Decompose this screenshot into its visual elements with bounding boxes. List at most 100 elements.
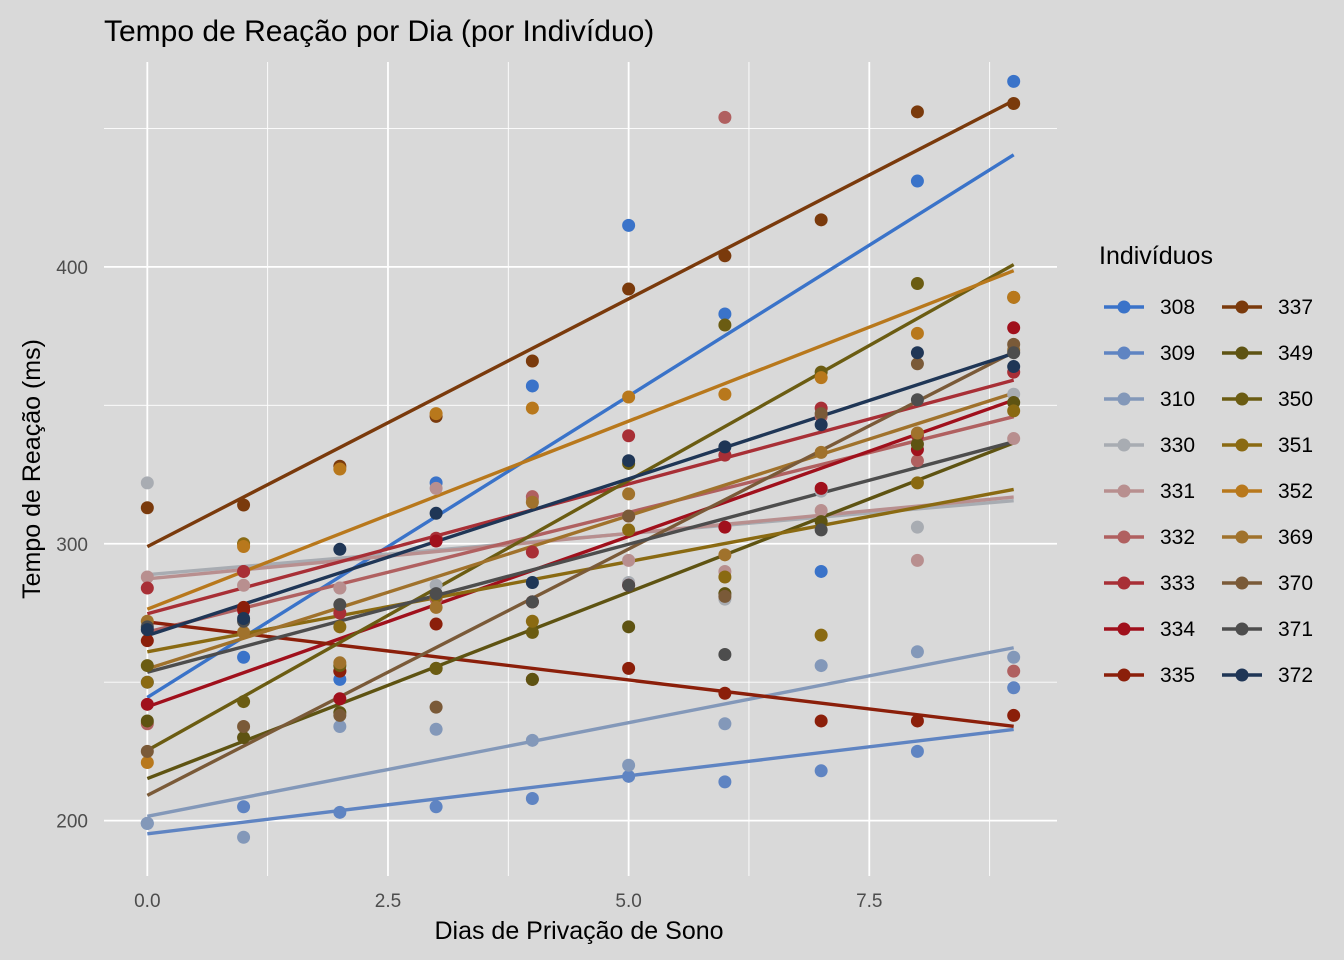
data-point-337 <box>237 498 251 512</box>
data-point-310 <box>718 717 732 731</box>
trend-line-351 <box>147 487 1014 654</box>
data-point-369 <box>622 487 636 501</box>
data-point-332 <box>1007 664 1021 678</box>
data-point-310 <box>237 830 251 844</box>
data-point-337 <box>718 249 732 263</box>
legend-item-330: 330 <box>1104 434 1195 457</box>
data-point-337 <box>910 105 924 119</box>
data-point-309 <box>237 800 251 814</box>
data-point-352 <box>718 387 732 401</box>
legend-key-point <box>1235 576 1249 590</box>
data-point-310 <box>910 645 924 659</box>
data-point-369 <box>237 625 251 639</box>
data-point-350 <box>140 659 154 673</box>
data-point-308 <box>525 379 539 393</box>
legend-label: 333 <box>1160 572 1195 595</box>
legend-label: 369 <box>1278 526 1313 549</box>
data-point-332 <box>910 454 924 468</box>
data-point-372 <box>718 440 732 454</box>
legend-label: 372 <box>1278 664 1313 687</box>
data-point-372 <box>1007 360 1021 374</box>
data-point-337 <box>1007 97 1021 111</box>
data-point-308 <box>814 564 828 578</box>
data-point-331 <box>1007 432 1021 446</box>
data-point-352 <box>525 401 539 415</box>
data-point-352 <box>333 462 347 476</box>
data-point-308 <box>718 307 732 321</box>
y-tick-label: 400 <box>56 258 88 279</box>
data-point-352 <box>1007 290 1021 304</box>
data-point-351 <box>910 476 924 490</box>
legend-item-335: 335 <box>1104 664 1195 687</box>
x-axis-ticks: 0.0 2.5 5.0 7.5 <box>134 891 882 912</box>
legend-key-point <box>1235 438 1249 452</box>
data-point-369 <box>718 548 732 562</box>
trend-line-370 <box>146 350 1015 797</box>
legend-label: 371 <box>1278 618 1313 641</box>
legend-item-308: 308 <box>1104 296 1195 319</box>
data-point-370 <box>622 509 636 523</box>
legend-key-point <box>1235 346 1249 360</box>
data-point-351 <box>622 523 636 537</box>
y-tick-label: 200 <box>56 812 88 833</box>
data-point-334 <box>718 520 732 534</box>
data-point-335 <box>622 661 636 675</box>
data-point-371 <box>429 587 443 601</box>
legend-label: 331 <box>1160 480 1195 503</box>
legend-key-point <box>1117 438 1131 452</box>
data-point-309 <box>814 764 828 778</box>
legend-label: 351 <box>1278 434 1313 457</box>
data-point-310 <box>814 659 828 673</box>
plot-panel <box>104 62 1057 876</box>
y-axis-ticks: 200 300 400 <box>56 258 88 833</box>
data-point-352 <box>140 755 154 769</box>
data-point-334 <box>429 534 443 548</box>
data-point-352 <box>237 540 251 554</box>
data-point-351 <box>140 675 154 689</box>
data-point-333 <box>525 545 539 559</box>
legend-item-352: 352 <box>1222 480 1313 503</box>
data-point-370 <box>237 719 251 733</box>
data-point-350 <box>525 625 539 639</box>
data-point-349 <box>237 731 251 745</box>
trend-lines <box>146 99 1015 836</box>
data-point-334 <box>814 481 828 495</box>
data-point-332 <box>718 110 732 124</box>
trend-line-331 <box>147 495 1014 581</box>
data-point-308 <box>622 218 636 232</box>
legend-item-370: 370 <box>1222 572 1313 595</box>
data-point-331 <box>622 553 636 567</box>
x-tick-label: 2.5 <box>375 891 401 912</box>
legend-item-349: 349 <box>1222 342 1313 365</box>
legend-label: 308 <box>1160 296 1195 319</box>
legend-item-350: 350 <box>1222 388 1313 411</box>
data-point-370 <box>333 708 347 722</box>
data-point-310 <box>622 758 636 772</box>
data-point-371 <box>910 393 924 407</box>
legend-key-point <box>1117 668 1131 682</box>
data-point-349 <box>140 714 154 728</box>
data-point-371 <box>1007 346 1021 360</box>
data-point-370 <box>910 357 924 371</box>
data-point-331 <box>910 553 924 567</box>
x-tick-label: 0.0 <box>134 891 160 912</box>
legend-key-point <box>1235 530 1249 544</box>
data-point-308 <box>1007 74 1021 88</box>
data-point-372 <box>622 454 636 468</box>
data-point-335 <box>814 714 828 728</box>
data-point-309 <box>910 744 924 758</box>
data-point-352 <box>910 326 924 340</box>
data-point-352 <box>429 407 443 421</box>
legend-item-331: 331 <box>1104 480 1195 503</box>
legend-item-309: 309 <box>1104 342 1195 365</box>
data-point-372 <box>814 418 828 432</box>
data-point-371 <box>333 598 347 612</box>
legend-item-371: 371 <box>1222 618 1313 641</box>
data-point-333 <box>237 564 251 578</box>
data-point-371 <box>525 595 539 609</box>
data-point-331 <box>237 578 251 592</box>
data-point-331 <box>429 481 443 495</box>
data-point-331 <box>333 581 347 595</box>
trend-line-335 <box>147 620 1014 729</box>
